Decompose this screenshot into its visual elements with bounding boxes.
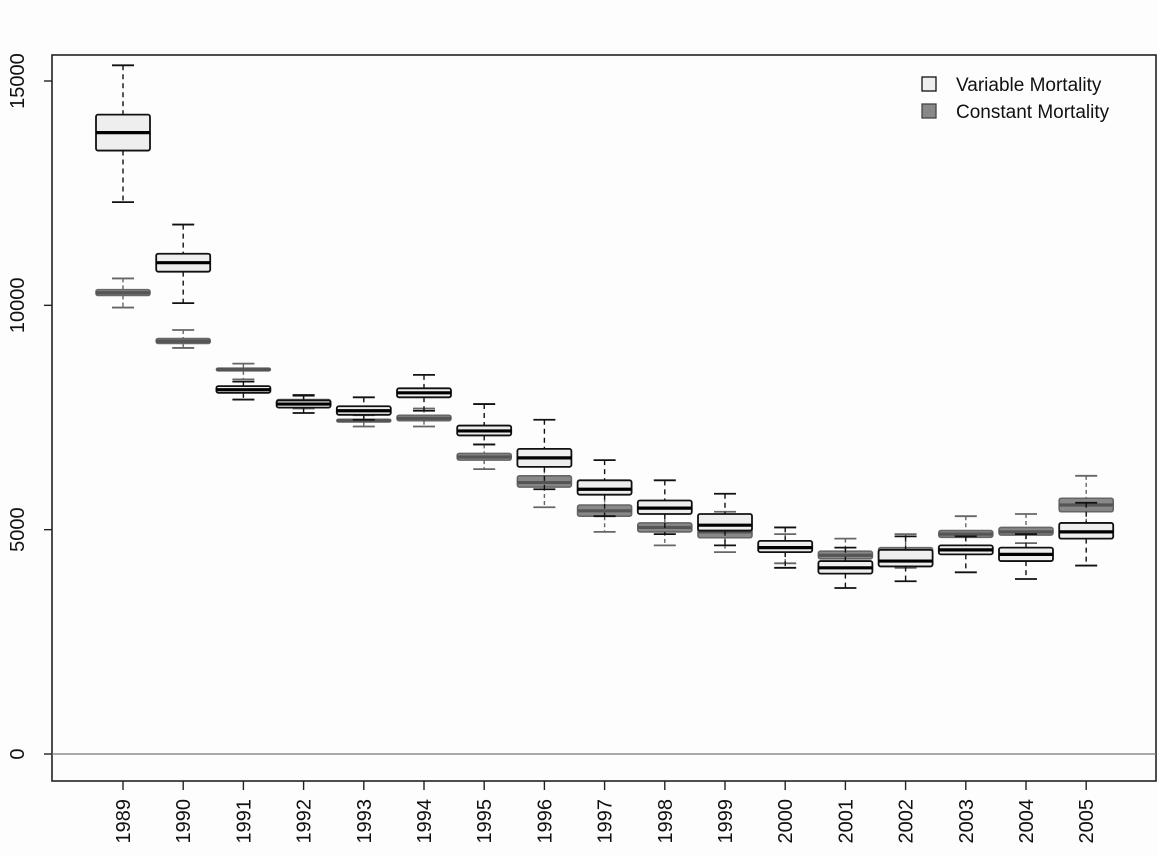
box-series-layer bbox=[95, 64, 1115, 589]
y-axis: 0 5000 10000 15000 bbox=[7, 53, 52, 760]
box-constant-mortality bbox=[456, 443, 513, 470]
box-variable-mortality bbox=[697, 492, 753, 547]
box-constant-mortality bbox=[95, 277, 151, 309]
box-variable-mortality bbox=[998, 533, 1054, 580]
x-tick-label: 1996 bbox=[534, 799, 556, 844]
box-iqr bbox=[877, 548, 934, 568]
x-tick-label: 2003 bbox=[956, 799, 978, 844]
box-constant-mortality bbox=[396, 407, 452, 428]
box-variable-mortality bbox=[516, 418, 573, 491]
x-tick-label: 2004 bbox=[1016, 799, 1038, 844]
legend: Variable Mortality Constant Mortality bbox=[921, 75, 1110, 123]
legend-label-variable: Variable Mortality bbox=[956, 75, 1102, 96]
y-tick-label: 15000 bbox=[7, 53, 29, 109]
x-tick-label: 1998 bbox=[655, 799, 677, 844]
box-variable-mortality bbox=[576, 459, 633, 518]
box-iqr bbox=[697, 513, 753, 532]
box-variable-mortality bbox=[335, 396, 392, 421]
plot-frame bbox=[51, 54, 1157, 782]
box-variable-mortality bbox=[877, 535, 934, 583]
x-tick-label: 1993 bbox=[354, 799, 376, 844]
box-variable-mortality bbox=[636, 479, 693, 536]
box-iqr bbox=[576, 479, 633, 496]
x-tick-label: 1989 bbox=[113, 799, 135, 844]
x-tick-label: 1990 bbox=[173, 799, 195, 844]
box-constant-mortality bbox=[215, 362, 272, 381]
box-variable-mortality bbox=[95, 64, 151, 204]
box-variable-mortality bbox=[1058, 501, 1115, 567]
x-tick-label: 1999 bbox=[715, 799, 737, 844]
y-tick-label: 10000 bbox=[7, 278, 29, 334]
x-tick-label: 1992 bbox=[294, 799, 316, 844]
x-tick-label: 1991 bbox=[233, 799, 255, 844]
box-variable-mortality bbox=[155, 223, 212, 304]
x-tick-label: 2005 bbox=[1076, 799, 1098, 844]
x-tick-label: 2002 bbox=[896, 799, 918, 844]
legend-swatch-variable bbox=[921, 76, 937, 92]
box-variable-mortality bbox=[215, 380, 272, 401]
box-variable-mortality bbox=[396, 373, 452, 412]
legend-swatch-constant bbox=[921, 103, 937, 119]
box-constant-mortality bbox=[155, 329, 211, 349]
x-tick-label: 2000 bbox=[775, 799, 797, 844]
y-tick-label: 5000 bbox=[7, 507, 29, 552]
y-tick-label: 0 bbox=[7, 748, 29, 759]
x-tick-label: 1995 bbox=[474, 799, 496, 844]
box-constant-mortality bbox=[998, 513, 1054, 545]
box-variable-mortality bbox=[456, 403, 513, 446]
x-axis: 1989 1990 1991 1992 1993 1994 1995 1996 1997 1998… bbox=[113, 781, 1098, 844]
box-variable-mortality bbox=[817, 546, 874, 589]
legend-label-constant: Constant Mortality bbox=[956, 102, 1110, 123]
box-variable-mortality bbox=[937, 535, 994, 574]
x-tick-label: 2001 bbox=[835, 799, 857, 844]
box-variable-mortality bbox=[275, 394, 332, 414]
box-variable-mortality bbox=[757, 526, 814, 569]
x-tick-label: 1994 bbox=[414, 799, 436, 844]
x-tick-label: 1997 bbox=[595, 799, 617, 844]
box-constant-mortality bbox=[937, 515, 994, 549]
